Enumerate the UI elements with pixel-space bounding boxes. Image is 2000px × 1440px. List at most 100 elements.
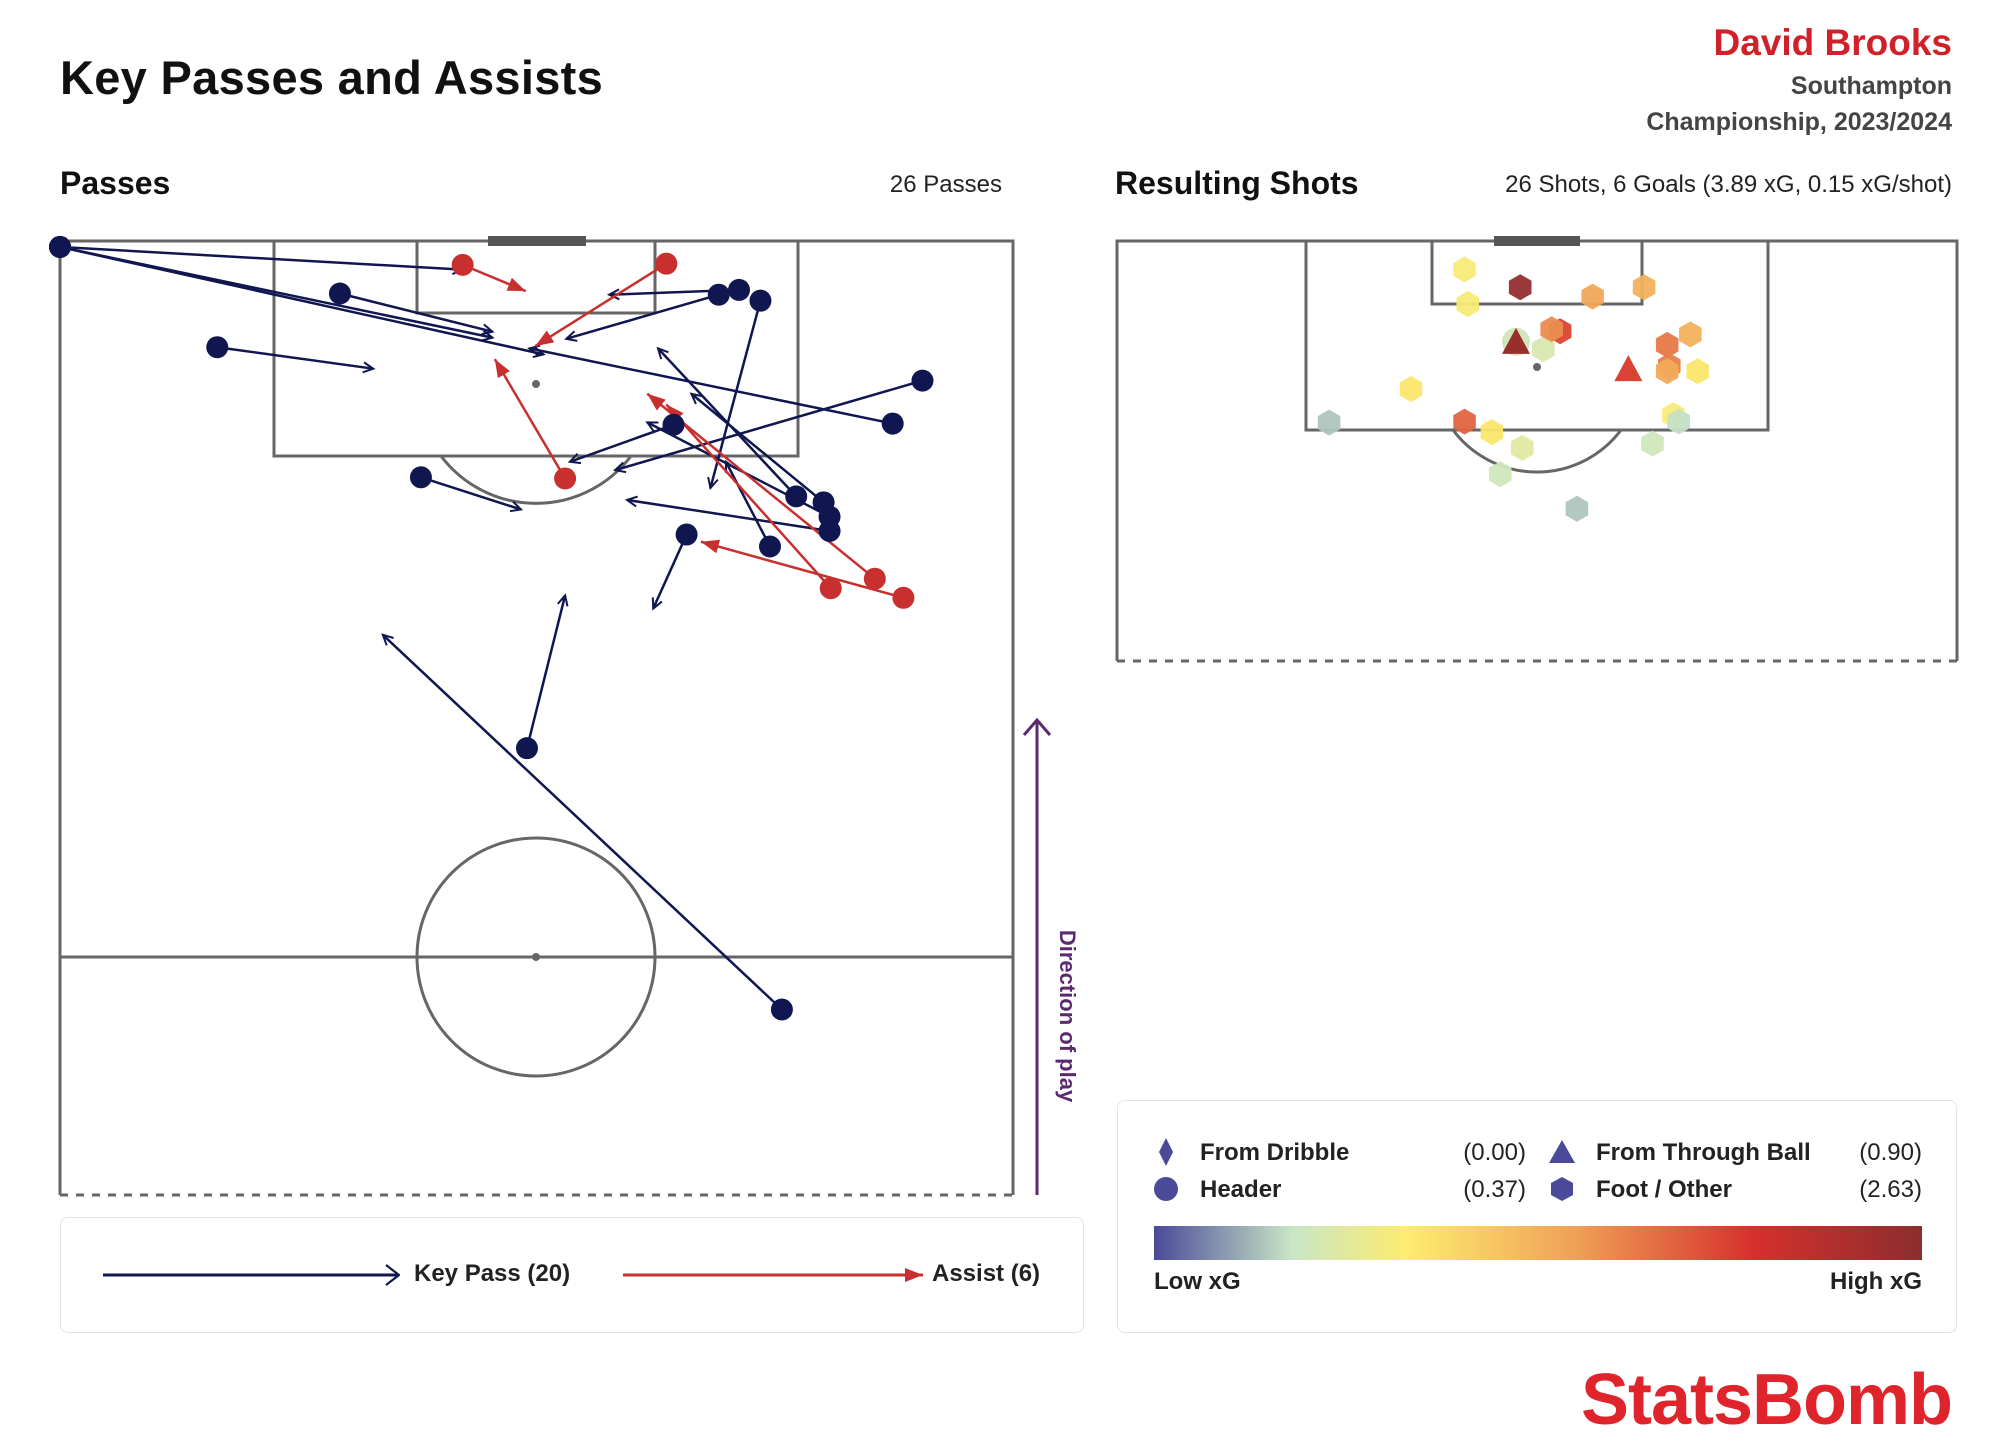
key-pass-line-8 <box>527 344 893 425</box>
penalty-arc <box>439 455 633 505</box>
direction-of-play: Direction of play <box>1022 717 1080 1195</box>
shot-marker-22 <box>1667 408 1690 435</box>
assist-line-1 <box>462 263 527 293</box>
shot-marker-11 <box>1655 331 1679 358</box>
shot-marker-23 <box>1511 434 1534 461</box>
shot-marker-7 <box>1532 336 1555 363</box>
centre-circle <box>415 836 657 1078</box>
header-xg: (0.37) <box>1463 1176 1526 1203</box>
key-pass-start-point-10 <box>409 466 432 489</box>
key-pass-start-point-9 <box>911 369 934 392</box>
shot-marker-15 <box>1679 321 1702 348</box>
key-pass-start-point-12 <box>749 289 772 312</box>
high-xg-label: High xG <box>1829 1268 1922 1295</box>
shots-heading: Resulting Shots <box>1115 165 1359 201</box>
assist-line-2 <box>534 262 668 348</box>
shot-marker-2 <box>1508 274 1532 301</box>
key-pass-line-17 <box>651 534 688 611</box>
diamond-icon <box>1159 1138 1173 1166</box>
shot-marker-1 <box>1453 256 1476 283</box>
key-pass-start-point-19 <box>515 737 538 760</box>
page-title: Key Passes and Assists <box>60 51 604 104</box>
shot-marker-19 <box>1453 408 1476 435</box>
assist-start-point-4 <box>863 567 886 590</box>
key-pass-line-10 <box>420 476 524 513</box>
circle-icon <box>1154 1177 1178 1201</box>
shots-layer <box>1317 256 1709 522</box>
shot-marker-25 <box>1489 461 1512 488</box>
assist-start-point-1 <box>451 253 474 276</box>
shot-marker-3 <box>1456 291 1479 317</box>
shot-marker-20 <box>1480 419 1504 446</box>
assist-legend-label: Assist (6) <box>932 1260 1041 1287</box>
key-pass-start-point-17 <box>675 523 698 546</box>
through-ball-xg: (0.90) <box>1859 1139 1922 1166</box>
key-pass-start-point-8 <box>881 412 904 435</box>
key-pass-start-point-20 <box>770 998 793 1021</box>
shots-pitch <box>1115 236 1959 663</box>
penalty-spot <box>532 380 540 388</box>
through-ball-label: From Through Ball <box>1596 1139 1811 1166</box>
key-pass-line-16 <box>624 495 830 533</box>
shot-marker-4 <box>1581 283 1604 310</box>
statsbomb-logo: StatsBomb <box>1580 1360 1953 1440</box>
key-pass-line-12 <box>707 300 762 491</box>
shot-marker-9 <box>1540 316 1563 343</box>
shot-marker-13 <box>1614 355 1643 382</box>
foot-other-label: Foot / Other <box>1596 1176 1732 1203</box>
shot-marker-14 <box>1655 358 1679 385</box>
key-pass-start-point-7 <box>728 278 751 301</box>
xg-colorbar <box>1154 1226 1922 1260</box>
assist-line-3 <box>493 358 567 480</box>
key-pass-start-point-3 <box>49 235 71 258</box>
key-pass-start-point-4 <box>328 282 351 305</box>
shot-marker-17 <box>1399 376 1423 402</box>
key-pass-start-point-11 <box>662 413 685 436</box>
hexagon-icon <box>1551 1177 1573 1201</box>
from-dribble-xg: (0.00) <box>1463 1139 1526 1166</box>
key-pass-start-point-5 <box>206 336 229 359</box>
assist-start-point-5 <box>819 577 842 600</box>
shot-marker-18 <box>1317 409 1341 436</box>
key-pass-line-18 <box>724 459 772 548</box>
key-pass-legend-label: Key Pass (20) <box>414 1260 571 1287</box>
shots-penalty-arc <box>1451 429 1623 474</box>
key-pass-start-point-16 <box>818 519 841 542</box>
pass-legend: Key Pass (20) Assist (6) <box>60 1217 1084 1333</box>
assist-line-5 <box>665 403 832 590</box>
key-pass-line-6 <box>564 293 720 342</box>
key-pass-line-5 <box>217 345 376 374</box>
foot-other-xg: (2.63) <box>1859 1176 1922 1203</box>
team-name: Southampton <box>1790 72 1952 100</box>
key-pass-line-14 <box>689 392 825 504</box>
direction-of-play-label: Direction of play <box>1055 930 1080 1103</box>
shot-marker-10 <box>1502 327 1530 354</box>
passes-heading: Passes <box>60 165 171 201</box>
key-pass-start-point-6 <box>707 283 730 306</box>
key-pass-line-3 <box>59 245 546 359</box>
shot-marker-5 <box>1632 274 1656 301</box>
assist-line-6 <box>700 539 904 600</box>
shots-penalty-spot <box>1533 363 1541 371</box>
competition-season: Championship, 2023/2024 <box>1646 108 1952 136</box>
shot-legend: From Dribble (0.00) Header (0.37) From T… <box>1117 1100 1957 1333</box>
key-pass-start-point-18 <box>758 535 781 558</box>
key-pass-line-1 <box>59 245 465 275</box>
shot-marker-26 <box>1565 495 1589 522</box>
shot-marker-24 <box>1641 430 1664 457</box>
passes-count: 26 Passes <box>889 171 1002 198</box>
key-pass-line-19 <box>525 593 569 749</box>
shot-marker-16 <box>1686 358 1709 385</box>
key-pass-line-4 <box>339 292 495 336</box>
shots-summary: 26 Shots, 6 Goals (3.89 xG, 0.15 xG/shot… <box>1505 171 1952 198</box>
low-xg-label: Low xG <box>1154 1268 1241 1295</box>
header-label: Header <box>1200 1176 1282 1203</box>
key-pass-line-20 <box>381 633 783 1011</box>
passes-pitch <box>58 236 1015 1197</box>
assist-start-point-2 <box>655 252 678 275</box>
passes-layer <box>49 235 934 1021</box>
triangle-icon <box>1549 1140 1575 1163</box>
assist-start-point-3 <box>554 467 577 490</box>
from-dribble-label: From Dribble <box>1200 1139 1350 1166</box>
